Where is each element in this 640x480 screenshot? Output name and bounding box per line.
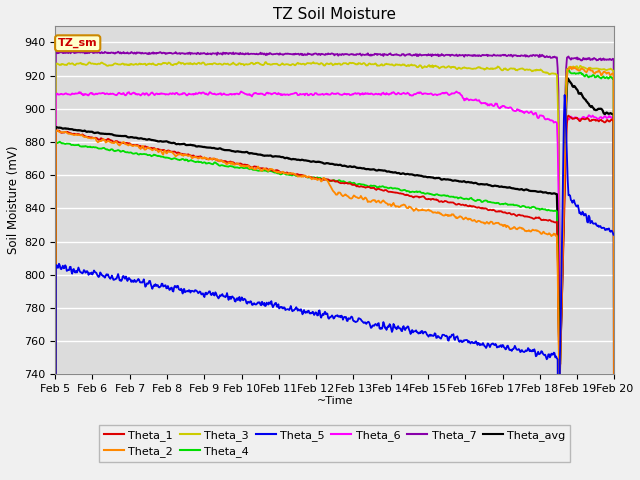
Theta_avg [205, 145, 213, 151]
Theta_2 [567, 64, 575, 70]
X-axis label: ~Time: ~Time [317, 396, 353, 406]
Theta_5 [611, 231, 618, 237]
Theta_4 [176, 157, 184, 163]
Theta_avg [564, 75, 572, 81]
Theta_6 [176, 92, 184, 97]
Theta_7 [206, 51, 214, 57]
Theta_4 [119, 148, 127, 154]
Theta_6 [237, 89, 245, 95]
Theta_3 [119, 60, 127, 66]
Theta_5 [403, 325, 410, 331]
Theta_5 [61, 263, 69, 268]
Theta_avg [61, 125, 69, 131]
Theta_7 [177, 51, 184, 57]
Line: Theta_2: Theta_2 [55, 67, 614, 480]
Theta_4 [205, 160, 213, 166]
Theta_7 [404, 52, 412, 58]
Theta_1 [119, 140, 127, 146]
Theta_5 [561, 92, 568, 98]
Theta_3 [420, 64, 428, 70]
Theta_6 [119, 91, 127, 96]
Theta_4 [403, 189, 410, 194]
Theta_1 [176, 150, 184, 156]
Theta_2 [205, 156, 213, 162]
Theta_7 [68, 49, 76, 55]
Theta_6 [205, 90, 213, 96]
Theta_6 [61, 91, 69, 96]
Line: Theta_1: Theta_1 [55, 116, 614, 480]
Theta_2 [419, 207, 427, 213]
Theta_avg [176, 142, 184, 147]
Theta_6 [420, 91, 428, 96]
Line: Theta_4: Theta_4 [55, 69, 614, 480]
Legend: Theta_1, Theta_2, Theta_3, Theta_4, Theta_5, Theta_6, Theta_7, Theta_avg: Theta_1, Theta_2, Theta_3, Theta_4, Thet… [99, 425, 570, 461]
Line: Theta_6: Theta_6 [55, 92, 614, 480]
Theta_6 [404, 90, 412, 96]
Theta_2 [61, 130, 69, 135]
Theta_2 [403, 205, 410, 211]
Theta_4 [61, 141, 69, 147]
Theta_2 [119, 140, 127, 145]
Theta_1 [419, 193, 427, 199]
Title: TZ Soil Moisture: TZ Soil Moisture [273, 7, 396, 22]
Y-axis label: Soil Moisture (mV): Soil Moisture (mV) [7, 146, 20, 254]
Theta_1 [205, 156, 213, 162]
Theta_5 [119, 274, 127, 279]
Line: Theta_avg: Theta_avg [55, 78, 614, 480]
Theta_2 [176, 151, 184, 157]
Line: Theta_7: Theta_7 [55, 52, 614, 480]
Theta_4 [564, 66, 572, 72]
Theta_3 [61, 62, 69, 68]
Line: Theta_5: Theta_5 [55, 95, 614, 480]
Theta_avg [403, 171, 410, 177]
Theta_5 [176, 287, 184, 293]
Text: TZ_sm: TZ_sm [58, 38, 97, 48]
Line: Theta_3: Theta_3 [55, 62, 614, 480]
Theta_3 [175, 59, 182, 65]
Theta_1 [403, 192, 410, 197]
Theta_1 [61, 129, 69, 135]
Theta_avg [419, 173, 427, 179]
Theta_5 [419, 331, 427, 336]
Theta_3 [206, 61, 214, 67]
Theta_5 [205, 288, 213, 294]
Theta_7 [120, 49, 127, 55]
Theta_1 [564, 113, 572, 119]
Theta_3 [177, 60, 184, 66]
Theta_3 [404, 62, 412, 68]
Theta_7 [61, 50, 69, 56]
Theta_7 [420, 52, 428, 58]
Theta_4 [419, 190, 427, 196]
Theta_avg [119, 133, 127, 139]
